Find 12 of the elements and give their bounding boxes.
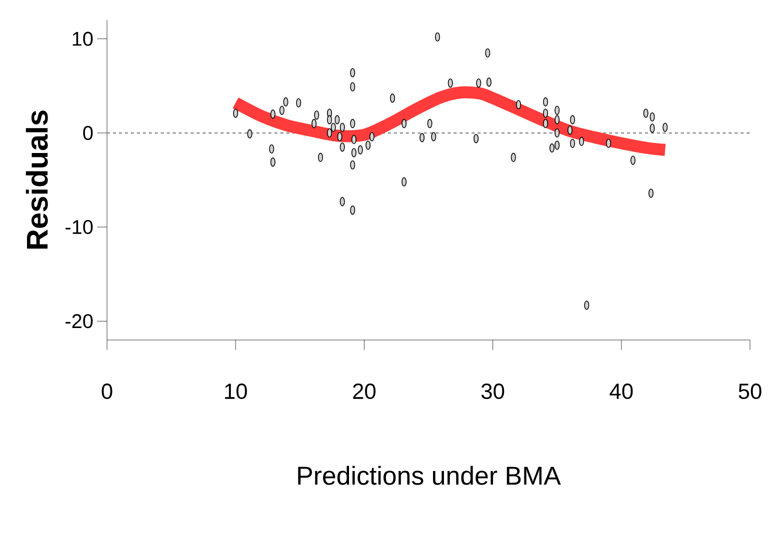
- x-tick-label: 10: [225, 384, 247, 400]
- x-tick-label: 40: [610, 384, 633, 400]
- x-tick-label: 50: [738, 384, 762, 400]
- y-tick-label: 0: [83, 126, 93, 140]
- x-tick-label: 0: [102, 384, 112, 400]
- x-tick-label: 30: [481, 384, 504, 400]
- y-tick-label: 10: [72, 32, 93, 46]
- x-axis-title: Predictions under BMA: [298, 466, 561, 485]
- y-tick-label: -10: [66, 220, 93, 234]
- x-tick-label: 20: [353, 384, 376, 400]
- y-axis-title: Residuals: [26, 110, 48, 249]
- y-tick-label: -20: [66, 314, 93, 328]
